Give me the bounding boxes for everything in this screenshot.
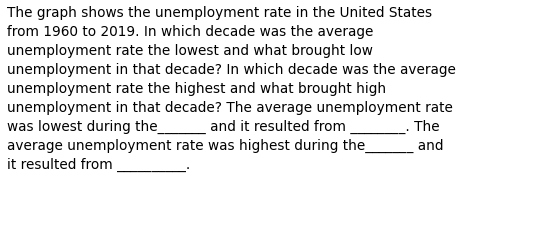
Text: The graph shows the unemployment rate in the United States
from 1960 to 2019. In: The graph shows the unemployment rate in…: [7, 6, 455, 171]
